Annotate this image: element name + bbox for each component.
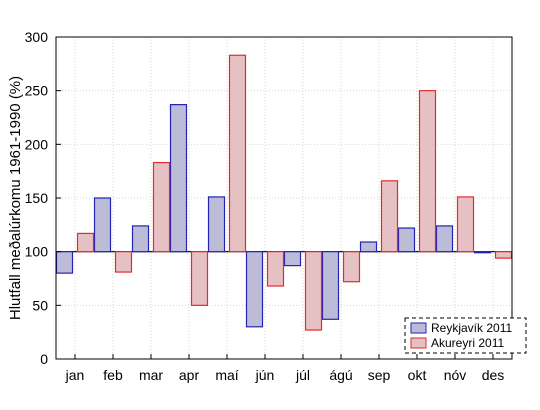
bar-akureyri-2011-des [494, 251, 513, 259]
legend-swatch-reykjavik [410, 322, 427, 334]
bar-reykjav-k-2011-des [473, 251, 492, 254]
bar-reykjav-k-2011-nóv [435, 225, 454, 253]
x-tick-label: jan [65, 367, 85, 383]
x-tick-label: jún [255, 367, 275, 383]
bar-akureyri-2011-mar [152, 161, 171, 253]
bar-reykjav-k-2011-sep [359, 241, 378, 253]
y-axis: 0 50 100 150 200 250 300 [25, 29, 61, 367]
bar-akureyri-2011-jún [266, 251, 285, 287]
y-tick-label: 150 [25, 190, 49, 206]
bar-akureyri-2011-okt [418, 90, 437, 253]
bar-reykjav-k-2011-ágú [321, 251, 340, 320]
legend: Reykjavík 2011 Akureyri 2011 [404, 317, 527, 354]
x-tick-label: nóv [444, 367, 467, 383]
bar-akureyri-2011-maí [228, 54, 247, 253]
bar-reykjav-k-2011-jan [55, 251, 74, 274]
x-tick-label: okt [408, 367, 427, 383]
bar-reykjav-k-2011-maí [207, 196, 226, 253]
y-tick-label: 100 [25, 244, 49, 260]
x-axis: jan feb mar apr maí jún júl ágú sep okt nóv des [65, 354, 505, 383]
y-tick-label: 0 [40, 351, 48, 367]
bar-akureyri-2011-ágú [342, 251, 361, 283]
x-tick-label: des [482, 367, 505, 383]
y-tick-label: 300 [25, 29, 49, 45]
bar-akureyri-2011-apr [190, 251, 209, 306]
y-tick-label: 200 [25, 136, 49, 152]
legend-label-akureyri: Akureyri 2011 [431, 336, 504, 350]
bar-akureyri-2011-júl [304, 251, 323, 331]
y-tick-label: 50 [32, 297, 48, 313]
legend-label-reykjavik: Reykjavík 2011 [431, 321, 512, 335]
bar-akureyri-2011-jan [76, 232, 95, 253]
x-tick-label: feb [103, 367, 123, 383]
legend-swatch-akureyri [410, 337, 427, 349]
bar-reykjav-k-2011-júl [283, 251, 302, 267]
x-tick-label: ágú [329, 367, 352, 383]
bars [55, 54, 513, 331]
bar-reykjav-k-2011-feb [93, 197, 112, 253]
bar-akureyri-2011-nóv [456, 196, 475, 253]
bar-reykjav-k-2011-jún [245, 251, 264, 328]
bar-reykjav-k-2011-okt [397, 227, 416, 253]
x-tick-label: sep [368, 367, 391, 383]
x-tick-label: maí [215, 367, 238, 383]
x-tick-label: mar [139, 367, 163, 383]
y-axis-label: Hlutfall meðalúrkomu 1961-1990 (%) [7, 76, 24, 320]
grid [56, 37, 512, 359]
x-tick-label: júl [295, 367, 310, 383]
bar-reykjav-k-2011-mar [131, 225, 150, 253]
bar-akureyri-2011-feb [114, 251, 133, 273]
x-tick-label: apr [179, 367, 200, 383]
bar-akureyri-2011-sep [380, 180, 399, 253]
bar-reykjav-k-2011-apr [169, 104, 188, 253]
y-tick-label: 250 [25, 83, 49, 99]
